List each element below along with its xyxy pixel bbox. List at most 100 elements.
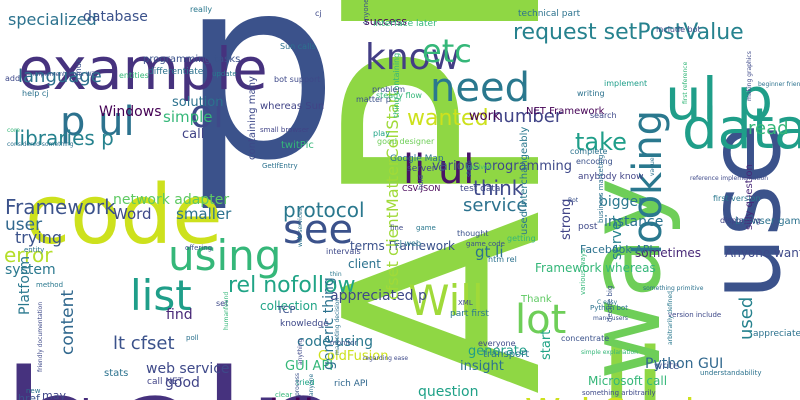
cloud-word: game — [416, 224, 436, 232]
cloud-word: Bot — [568, 197, 579, 204]
cloud-word: system — [5, 262, 56, 278]
cloud-word: regarding ease — [363, 355, 409, 362]
cloud-word: game code — [466, 240, 505, 248]
cloud-word: bot support — [274, 75, 321, 84]
cloud-word: good — [165, 375, 200, 391]
cloud-word: share — [466, 160, 473, 177]
cloud-word: core — [7, 127, 20, 134]
cloud-word: li ul — [403, 147, 475, 193]
cloud-word: code using — [297, 334, 374, 350]
cloud-word: anything — [297, 338, 304, 365]
cloud-word: poll — [186, 334, 199, 342]
cloud-word: trying — [15, 228, 63, 247]
cloud-word: first reference — [682, 61, 689, 104]
cloud-word: solution — [172, 95, 224, 110]
cloud-word: C easy — [597, 299, 618, 306]
cloud-word: bigger — [599, 194, 644, 210]
cloud-word: entity — [24, 246, 45, 254]
cloud-word: update — [212, 70, 237, 78]
cloud-word: programming tasks — [143, 54, 241, 65]
cloud-word: appreciate — [753, 329, 800, 339]
cloud-word: test data — [460, 184, 501, 194]
cloud-word: writing — [577, 89, 605, 98]
cloud-word: business marketing — [597, 154, 605, 223]
cloud-word: read — [748, 118, 789, 139]
cloud-word: call — [182, 127, 205, 142]
cloud-word: include bot — [656, 25, 701, 34]
cloud-word: search — [590, 111, 617, 120]
cloud-word: first version — [713, 194, 761, 203]
cloud-word: ColdFusion — [318, 349, 389, 364]
cloud-word: using — [168, 231, 282, 280]
cloud-word: libraries p — [14, 126, 114, 150]
cloud-word: cj — [315, 9, 322, 18]
cloud-word: rel nofollow — [228, 273, 356, 298]
cloud-word: matter p — [356, 95, 391, 104]
cloud-word: making graphics — [746, 51, 753, 101]
cloud-word: terms Framework — [350, 239, 455, 253]
cloud-word: version include — [668, 311, 722, 319]
cloud-word: Windows — [99, 104, 162, 120]
cloud-word: transport — [483, 349, 530, 360]
cloud-word: Anyone want — [725, 246, 800, 260]
cloud-word: CSV JSON — [402, 184, 441, 193]
cloud-word: language — [18, 66, 102, 87]
cloud-word: stats — [104, 368, 129, 379]
cloud-word: Platform — [17, 255, 33, 315]
cloud-word: entities — [119, 71, 149, 80]
cloud-word: friendly documentation — [37, 301, 44, 372]
cloud-word: specialized — [8, 10, 97, 29]
cloud-word: clear — [275, 391, 293, 399]
cloud-word: considered something — [7, 141, 74, 148]
cloud-word: looking — [625, 109, 671, 255]
cloud-word: rich API — [334, 379, 368, 389]
cloud-word: p ul — [60, 99, 135, 145]
cloud-word: various programming — [432, 159, 572, 174]
cloud-word: displaying — [720, 216, 761, 225]
cloud-word: work — [469, 109, 501, 124]
cloud-word: intervals — [326, 247, 361, 256]
cloud-word: write — [654, 361, 680, 372]
cloud-word: differentiate — [148, 67, 204, 77]
cloud-word: number — [492, 106, 563, 127]
cloud-word: insight — [460, 359, 504, 374]
cloud-word: add — [5, 74, 21, 83]
cloud-word: lt cfset — [113, 333, 175, 354]
cloud-word: GUI API — [285, 359, 334, 374]
cloud-word: reference implementation — [690, 175, 769, 182]
cloud-word: request setPostValue — [513, 20, 744, 45]
cloud-word: many users — [593, 315, 628, 322]
cloud-word: ul li — [243, 395, 314, 400]
cloud-word: CJ web — [394, 239, 422, 248]
cloud-word: error — [4, 243, 53, 267]
cloud-word: knowledge — [280, 319, 329, 329]
cloud-word: interface later — [373, 19, 437, 29]
cloud-word: Sun calls — [280, 42, 316, 51]
cloud-word: Framework whereas — [535, 261, 656, 275]
cloud-word: implementations Will — [33, 71, 97, 78]
cloud-word: need — [430, 65, 530, 111]
cloud-word: humanfound — [223, 291, 230, 330]
cloud-word: fine — [390, 224, 404, 232]
cloud-word: appreciated p — [330, 288, 427, 304]
cloud-word: process — [294, 372, 301, 396]
cloud-word: marketing decision — [334, 297, 341, 355]
cloud-word: content — [58, 289, 78, 355]
cloud-word: tried — [296, 378, 315, 387]
cloud-word: question — [418, 384, 479, 400]
cloud-word: example — [18, 35, 268, 103]
cloud-word: encoding — [576, 157, 613, 166]
cloud-word: sometimes — [635, 246, 702, 260]
cloud-word: instance — [604, 214, 664, 230]
cloud-word: understandability — [700, 369, 762, 377]
cloud-word: play — [373, 129, 390, 138]
cloud-word: ul p — [665, 65, 774, 133]
cloud-word: post — [578, 222, 598, 232]
cloud-word: various ways — [579, 249, 587, 295]
cloud-word: service — [463, 195, 528, 216]
cloud-word: whereas Sun — [260, 101, 325, 112]
cloud-word: really — [190, 5, 213, 14]
cloud-word: something arbitrarily — [582, 389, 656, 397]
cloud-word: complete — [570, 147, 608, 156]
